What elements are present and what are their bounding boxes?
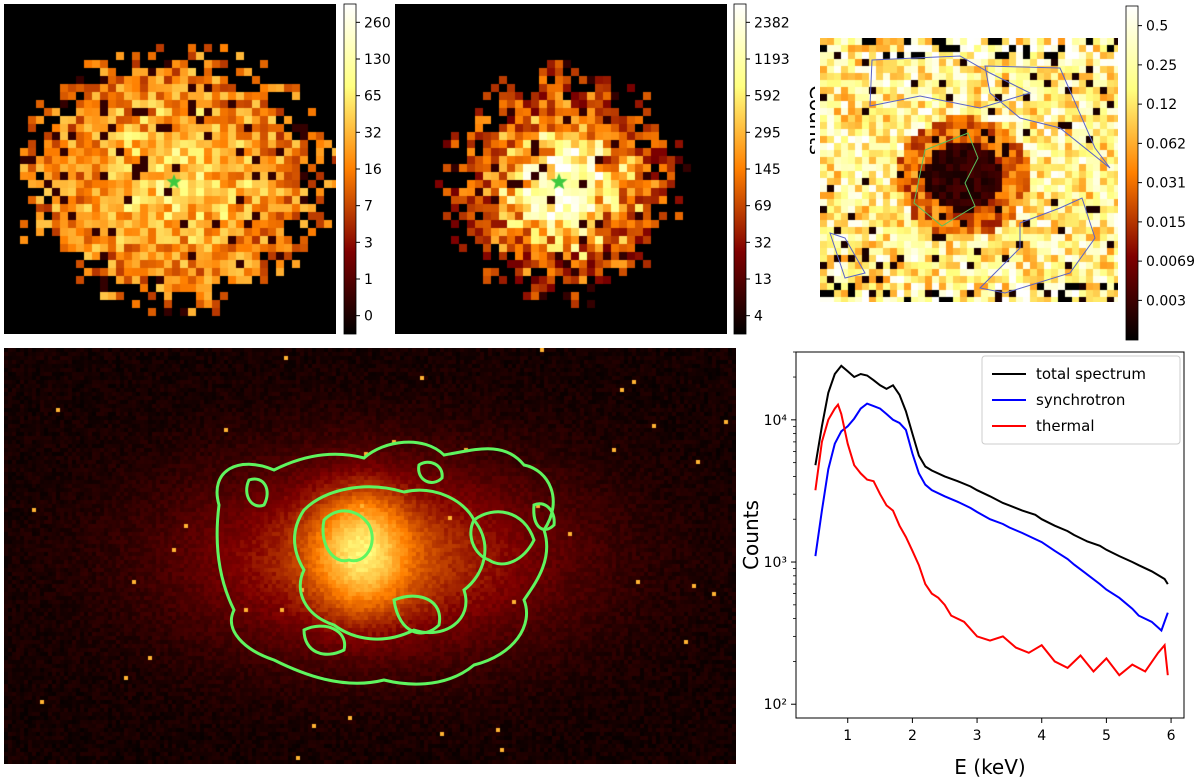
colorbar-tick-label: 7 [364, 199, 373, 215]
map-2-image [395, 4, 727, 334]
series-line-2 [814, 402, 1169, 677]
y-tick-label: 10³ [764, 555, 787, 571]
outer-region [829, 232, 866, 279]
outer-region [984, 65, 1111, 169]
colorbar-tick-label: 1193 [754, 52, 790, 68]
x-axis-ticks: 1 2 3 4 5 6 [843, 718, 1176, 744]
x-tick-label: 2 [908, 728, 917, 744]
y-axis-label: Counts [739, 500, 763, 570]
legend: total spectrum synchrotron thermal [981, 355, 1181, 445]
region-overlays [829, 55, 1111, 294]
contour-line [302, 624, 347, 656]
colorbar-2-gradient [733, 3, 747, 335]
contour-line [215, 440, 555, 686]
colorbar-3-gradient [1125, 5, 1139, 341]
colorbar-tick-label: 0.5 [1146, 19, 1168, 35]
series-line-1 [814, 402, 1169, 633]
legend-label-total: total spectrum [1036, 365, 1146, 383]
legend-label-thermal: thermal [1036, 417, 1095, 435]
colorbar-tick-label: 0.031 [1146, 176, 1186, 192]
colorbar-2-ticks: 2382 1193 592 295 145 69 32 13 4 [746, 15, 790, 325]
colorbar-tick-label: 32 [364, 125, 382, 141]
contour-overlay [215, 440, 556, 686]
map-panel-4 [4, 348, 736, 764]
colorbar-tick-label: 65 [364, 89, 382, 105]
map-3-image [820, 38, 1118, 302]
x-tick-label: 6 [1167, 728, 1176, 744]
contour-line [469, 510, 536, 566]
contour-line [532, 502, 556, 531]
colorbar-tick-label: 0.25 [1146, 58, 1177, 74]
colorbar-tick-label: 69 [754, 199, 772, 215]
series-lines [814, 364, 1169, 677]
contour-line [293, 485, 487, 641]
colorbar-tick-label: 295 [754, 125, 781, 141]
colorbar-tick-label: 260 [364, 15, 391, 31]
map-4-image [4, 348, 736, 764]
colorbar-3: 0.5 0.25 0.12 0.062 0.031 0.015 0.0069 0.003 [1125, 5, 1195, 341]
colorbar-tick-label: 16 [364, 162, 382, 178]
colorbar-tick-label: 3 [364, 235, 373, 251]
colorbar-1: 260 130 65 32 16 7 3 1 0 [343, 3, 391, 335]
y-tick-label: 10⁴ [764, 413, 788, 429]
y-tick-label: 10² [764, 697, 787, 713]
colorbar-tick-label: 2382 [754, 15, 790, 31]
colorbar-2-label: Counts [805, 85, 815, 155]
map-panel-3 [820, 38, 1118, 302]
colorbar-tick-label: 0 [364, 309, 373, 325]
colorbar-tick-label: 0.003 [1146, 293, 1186, 309]
colorbar-tick-label: 0.0069 [1146, 254, 1195, 270]
x-tick-label: 3 [973, 728, 982, 744]
colorbar-tick-label: 4 [754, 309, 763, 325]
colorbar-3-ticks: 0.5 0.25 0.12 0.062 0.031 0.015 0.0069 0.003 [1138, 19, 1195, 309]
x-tick-label: 5 [1102, 728, 1111, 744]
x-tick-label: 1 [843, 728, 852, 744]
contour-line [321, 509, 374, 563]
colorbar-tick-label: 592 [754, 89, 781, 105]
colorbar-2: 2382 1193 592 295 145 69 32 13 4 Counts [733, 3, 815, 335]
map-panel-1 [4, 4, 336, 334]
x-tick-label: 4 [1037, 728, 1046, 744]
legend-box [981, 355, 1181, 445]
colorbar-tick-label: 145 [754, 162, 781, 178]
outer-region [978, 197, 1096, 294]
colorbar-tick-label: 32 [754, 235, 772, 251]
colorbar-tick-label: 13 [754, 272, 772, 288]
contour-line [245, 477, 269, 508]
spectrum-chart: 10² 10³ 10⁴ 1 2 3 4 5 6 E (keV) Counts total sp… [739, 351, 1185, 779]
series-line-0 [814, 364, 1169, 585]
colorbar-1-gradient [343, 3, 357, 335]
contour-line [417, 460, 444, 484]
legend-label-synchrotron: synchrotron [1036, 391, 1125, 409]
outer-region [869, 55, 1032, 109]
colorbar-tick-label: 0.12 [1146, 97, 1177, 113]
y-axis-ticks: 10² 10³ 10⁴ [764, 351, 796, 713]
colorbar-tick-label: 0.062 [1146, 136, 1186, 152]
map-1-image [4, 4, 336, 334]
colorbar-tick-label: 0.015 [1146, 215, 1186, 231]
x-axis-label: E (keV) [954, 755, 1025, 779]
contour-line [392, 594, 442, 635]
colorbar-tick-label: 130 [364, 52, 391, 68]
map-panel-2 [395, 4, 727, 334]
inner-region [913, 132, 979, 227]
colorbar-tick-label: 1 [364, 272, 373, 288]
colorbar-1-ticks: 260 130 65 32 16 7 3 1 0 [356, 15, 391, 325]
